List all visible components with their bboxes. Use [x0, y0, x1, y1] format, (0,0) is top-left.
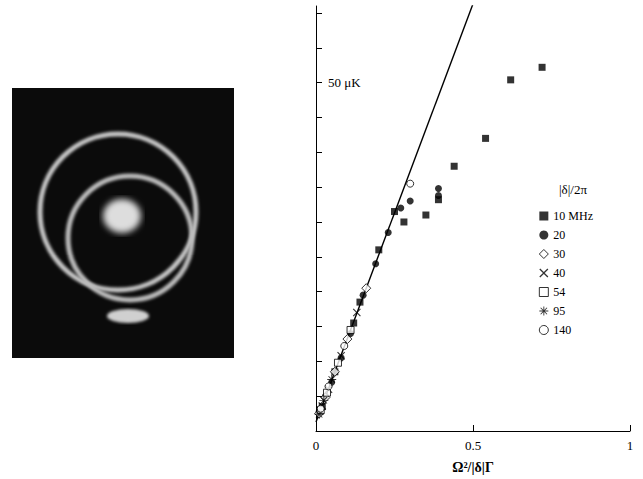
- svg-text:50 μK: 50 μK: [328, 75, 361, 90]
- svg-text:0.5: 0.5: [465, 438, 481, 453]
- svg-text:40: 40: [553, 266, 565, 280]
- svg-text:Ω²/|δ|Γ: Ω²/|δ|Γ: [452, 460, 494, 475]
- svg-text:54: 54: [553, 285, 565, 299]
- svg-text:140: 140: [553, 323, 571, 337]
- svg-text:20: 20: [553, 228, 565, 242]
- svg-text:1: 1: [627, 438, 634, 453]
- svg-text:0: 0: [313, 438, 320, 453]
- svg-text:95: 95: [553, 304, 565, 318]
- svg-text:|δ|/2π: |δ|/2π: [559, 182, 587, 197]
- svg-text:10 MHz: 10 MHz: [553, 209, 593, 223]
- svg-text:30: 30: [553, 247, 565, 261]
